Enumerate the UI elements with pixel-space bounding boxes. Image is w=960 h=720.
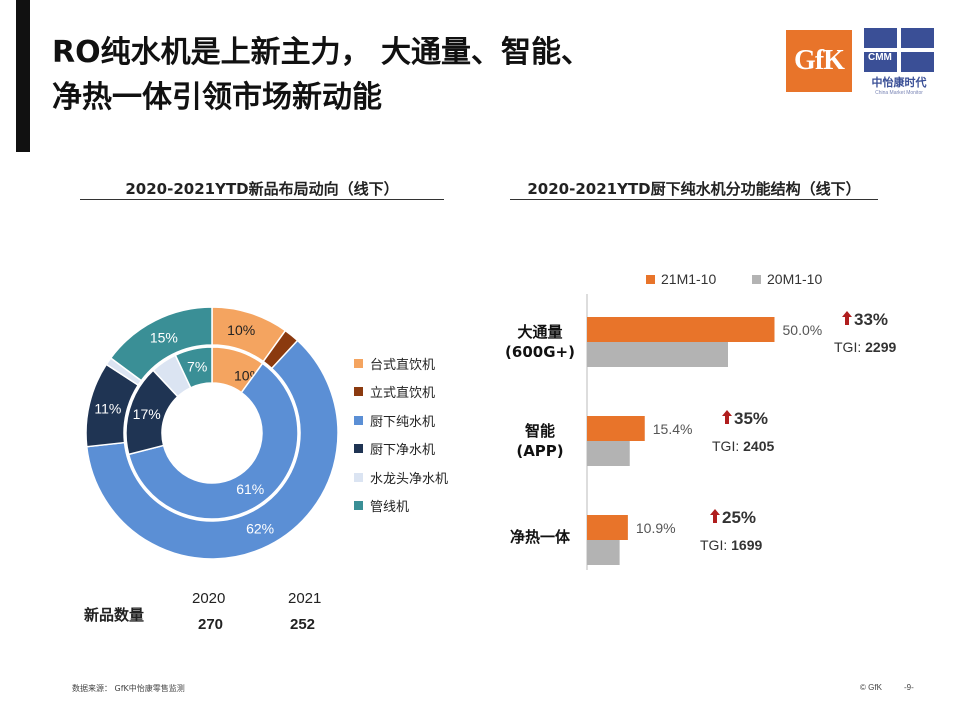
bar-21m-2 [587, 515, 628, 540]
cmm-logo: CMM 中怡康时代 China Market Monitor [864, 28, 934, 96]
tgi-0: TGI: 2299 [834, 339, 896, 355]
legend-label: 管线机 [370, 500, 410, 516]
donut-legend-item-5: 管线机 [354, 492, 448, 521]
legend-swatch [354, 415, 363, 425]
up-arrow-icon [722, 409, 732, 429]
title-line-2: 净热一体引领市场新动能 [52, 80, 382, 115]
bar-20m-1 [587, 441, 630, 466]
new-product-count-label: 新品数量 [84, 606, 145, 624]
donut-legend-item-3: 厨下净水机 [354, 435, 448, 464]
growth-value: 35% [734, 409, 769, 428]
growth-value: 33% [854, 310, 889, 329]
donut-slice-2020-2 [127, 362, 299, 520]
growth-indicator-2: 25% [710, 508, 756, 528]
category-label-1-line-1: (APP) [516, 442, 564, 460]
tgi-value: 2299 [865, 339, 897, 355]
footer-source: 数据来源： GfK中怡康零售监测 [72, 684, 185, 693]
legend-swatch [354, 472, 363, 482]
legend-swatch [354, 501, 363, 511]
bar-value-label-2: 10.9% [636, 520, 676, 536]
legend-21m-label: 21M1-10 [661, 271, 717, 287]
category-label-2: 净热一体 [500, 527, 580, 547]
bar-value-label-1: 15.4% [653, 421, 693, 437]
legend-label: 厨下净水机 [370, 443, 436, 459]
legend-swatch [354, 358, 363, 368]
footer-page-number: -9- [904, 683, 914, 692]
year-2020-label: 2020 [192, 590, 226, 607]
year-2021-label: 2021 [288, 590, 322, 607]
title-line-1: RO纯水机是上新主力， 大通量、智能、 [52, 35, 592, 70]
bar-21m-0 [587, 317, 775, 342]
donut-label-2020-3: 17% [133, 406, 161, 422]
donut-label-2020-2: 61% [236, 481, 264, 497]
legend-label: 台式直饮机 [370, 357, 436, 373]
category-label-1-line-0: 智能 [524, 422, 555, 440]
donut-label-2021-2: 62% [246, 521, 274, 537]
donut-legend-item-1: 立式直饮机 [354, 378, 448, 407]
bar-21m-1 [587, 416, 645, 441]
donut-slice-2021-2 [85, 339, 339, 560]
legend-swatch [354, 387, 363, 397]
donut-label-2021-0: 10% [227, 322, 255, 338]
bar-20m-2 [587, 540, 620, 565]
donut-label-2020-5: 7% [187, 359, 207, 375]
up-arrow-icon [710, 508, 720, 528]
donut-legend-item-2: 厨下纯水机 [354, 406, 448, 435]
donut-legend-item-4: 水龙头净水机 [354, 463, 448, 492]
donut-slice-2020-5 [174, 346, 213, 389]
accent-bar [16, 0, 30, 152]
donut-slice-2021-5 [109, 306, 213, 382]
tgi-2: TGI: 1699 [700, 537, 762, 553]
cmm-logo-mark: CMM [864, 28, 934, 72]
legend-label: 厨下纯水机 [370, 414, 436, 430]
right-section-title: 2020-2021YTD厨下纯水机分功能结构（线下） [527, 180, 861, 198]
donut-legend-item-0: 台式直饮机 [354, 349, 448, 378]
legend-21m: 21M1-10 [646, 271, 716, 287]
legend-20m-label: 20M1-10 [767, 271, 823, 287]
cmm-logo-en: China Market Monitor [875, 90, 923, 96]
donut-label-2021-3: 11% [94, 400, 121, 416]
up-arrow-icon [842, 310, 852, 330]
left-section-rule [80, 199, 444, 200]
legend-swatch [354, 444, 363, 454]
bar-20m-0 [587, 342, 728, 367]
bar-value-label-0: 50.0% [783, 322, 823, 338]
tgi-label: TGI: [700, 537, 732, 553]
gfk-logo: GfK [786, 30, 852, 92]
legend-label: 立式直饮机 [370, 386, 436, 402]
growth-value: 25% [722, 508, 757, 527]
tgi-label: TGI: [834, 339, 866, 355]
growth-indicator-0: 33% [842, 310, 888, 330]
gfk-logo-text: GfK [794, 45, 845, 76]
tgi-1: TGI: 2405 [712, 438, 774, 454]
tgi-label: TGI: [712, 438, 744, 454]
cmm-logo-cn: 中怡康时代 [871, 76, 927, 89]
category-label-1: 智能 (APP) [500, 421, 580, 461]
category-label-0: 大通量 (600G+) [500, 322, 580, 362]
footer-copyright: © GfK [860, 683, 882, 692]
category-label-0-line-1: (600G+) [505, 343, 575, 361]
right-section-rule [510, 199, 878, 200]
category-label-0-line-0: 大通量 [517, 323, 563, 341]
tgi-value: 1699 [731, 537, 763, 553]
page-title: RO纯水机是上新主力， 大通量、智能、 净热一体引领市场新动能 [52, 30, 742, 120]
donut-label-2021-5: 15% [150, 329, 178, 345]
left-section-title: 2020-2021YTD新品布局动向（线下） [125, 180, 399, 198]
tgi-value: 2405 [743, 438, 775, 454]
cmm-logo-abbr: CMM [868, 52, 892, 63]
legend-20m-swatch [752, 274, 761, 284]
category-label-2-line-0: 净热一体 [509, 528, 570, 546]
growth-indicator-1: 35% [722, 409, 768, 429]
donut-legend: 台式直饮机立式直饮机厨下纯水机厨下净水机水龙头净水机 管线机 [354, 349, 448, 520]
legend-20m: 20M1-10 [752, 271, 822, 287]
legend-21m-swatch [646, 274, 655, 284]
count-2021: 252 [290, 616, 316, 633]
count-2020: 270 [198, 616, 224, 633]
legend-label: 水龙头净水机 [370, 471, 449, 487]
